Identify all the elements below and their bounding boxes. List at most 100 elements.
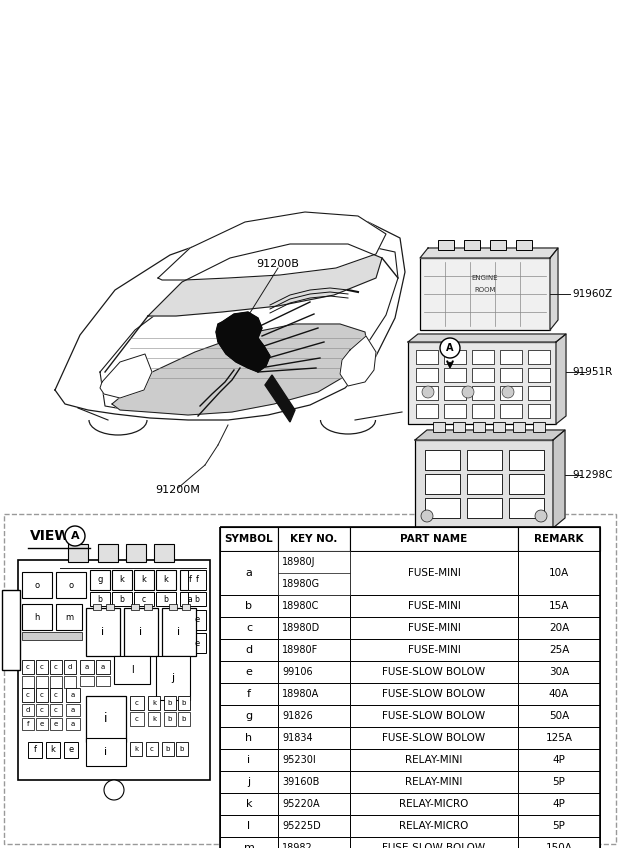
Circle shape <box>422 386 434 398</box>
Text: 18980J: 18980J <box>282 557 316 567</box>
Bar <box>56 604 82 630</box>
Text: c: c <box>54 692 58 698</box>
Bar <box>112 570 132 590</box>
Bar <box>350 551 518 595</box>
Text: e: e <box>246 667 252 677</box>
Text: 5P: 5P <box>552 821 565 831</box>
Text: i: i <box>177 627 180 637</box>
Bar <box>36 688 48 702</box>
Bar <box>518 617 600 639</box>
Bar <box>220 639 278 661</box>
Bar <box>220 683 278 705</box>
Text: 91826: 91826 <box>282 711 312 721</box>
Text: 95230I: 95230I <box>282 755 316 765</box>
Bar <box>528 350 550 364</box>
Circle shape <box>104 780 124 800</box>
Bar <box>518 749 600 771</box>
Text: 40A: 40A <box>549 689 569 699</box>
Text: c: c <box>54 707 58 713</box>
Polygon shape <box>158 212 386 280</box>
Text: 18982: 18982 <box>282 843 312 848</box>
Text: ENGINE: ENGINE <box>472 275 498 281</box>
Text: FUSE-MINI: FUSE-MINI <box>407 568 461 578</box>
Bar <box>90 592 110 606</box>
Bar <box>86 608 120 656</box>
Bar <box>68 544 88 562</box>
Text: c: c <box>26 664 30 670</box>
Bar <box>278 705 350 727</box>
Bar <box>106 604 114 610</box>
Bar <box>513 422 525 432</box>
Bar <box>444 350 466 364</box>
Bar <box>509 450 544 470</box>
Text: f: f <box>27 721 29 727</box>
Text: k: k <box>141 576 146 584</box>
Text: c: c <box>26 692 30 698</box>
Polygon shape <box>55 220 405 420</box>
Bar <box>416 350 438 364</box>
Bar <box>148 712 160 726</box>
Text: 30A: 30A <box>549 667 569 677</box>
Bar <box>278 661 350 683</box>
Text: ROOM: ROOM <box>474 287 496 293</box>
Text: b: b <box>97 594 102 604</box>
Text: f: f <box>188 576 192 584</box>
Bar <box>278 815 350 837</box>
Bar <box>80 676 94 686</box>
Text: RELAY-MINI: RELAY-MINI <box>405 777 463 787</box>
Text: k: k <box>120 576 125 584</box>
Text: RELAY-MICRO: RELAY-MICRO <box>399 799 469 809</box>
Bar <box>278 551 350 595</box>
Bar <box>18 560 210 780</box>
Bar <box>144 604 152 610</box>
Text: b: b <box>120 594 125 604</box>
Bar <box>46 742 60 758</box>
Bar <box>86 696 126 742</box>
Bar <box>425 450 460 470</box>
Text: c: c <box>54 664 58 670</box>
Bar <box>444 368 466 382</box>
Circle shape <box>462 386 474 398</box>
Polygon shape <box>112 324 368 415</box>
Text: 39160B: 39160B <box>282 777 319 787</box>
Bar <box>350 815 518 837</box>
Text: REMARK: REMARK <box>534 534 584 544</box>
Bar <box>493 422 505 432</box>
Circle shape <box>502 386 514 398</box>
Bar <box>528 404 550 418</box>
Text: 18980C: 18980C <box>282 601 319 611</box>
Bar <box>350 771 518 793</box>
Bar <box>425 498 460 518</box>
Bar <box>36 676 48 688</box>
Bar <box>50 718 62 730</box>
Text: 18980A: 18980A <box>282 689 319 699</box>
Text: 20A: 20A <box>549 623 569 633</box>
Bar <box>220 837 278 848</box>
Text: FUSE-MINI: FUSE-MINI <box>407 601 461 611</box>
Bar <box>130 712 144 726</box>
Bar <box>164 712 176 726</box>
Bar <box>134 592 154 606</box>
Bar <box>444 404 466 418</box>
Text: 95220A: 95220A <box>282 799 320 809</box>
Text: 18980G: 18980G <box>282 579 320 589</box>
Text: b: b <box>182 716 186 722</box>
Text: 91960Z: 91960Z <box>572 289 612 299</box>
Text: 91951R: 91951R <box>572 367 613 377</box>
Bar <box>176 742 188 756</box>
Bar <box>22 704 34 716</box>
Text: 91200M: 91200M <box>156 485 200 495</box>
Text: i: i <box>247 755 250 765</box>
Text: k: k <box>152 716 156 722</box>
Text: c: c <box>142 594 146 604</box>
Bar <box>350 661 518 683</box>
Bar <box>130 696 144 710</box>
Text: b: b <box>166 746 170 752</box>
Text: a: a <box>85 664 89 670</box>
Polygon shape <box>550 248 558 330</box>
Text: i: i <box>104 747 107 757</box>
Text: 18980F: 18980F <box>282 645 318 655</box>
Bar <box>350 595 518 617</box>
Text: b: b <box>168 700 172 706</box>
Text: a: a <box>246 568 252 578</box>
